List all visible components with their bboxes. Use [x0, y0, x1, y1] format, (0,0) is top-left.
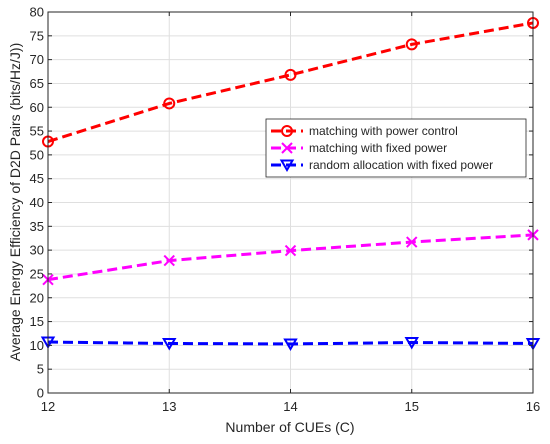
y-tick-label: 5: [37, 362, 44, 377]
data-point: [406, 236, 418, 248]
y-tick-label: 45: [30, 171, 44, 186]
series-layer: [40, 16, 541, 351]
legend-box: [265, 118, 527, 178]
y-axis-label: Average Energy Efficiency of D2D Pairs (…: [7, 43, 23, 362]
y-tick-label: 35: [30, 219, 44, 234]
y-tick-label: 75: [30, 28, 44, 43]
data-point: [163, 97, 176, 110]
data-point: [163, 254, 175, 267]
data-point: [405, 38, 418, 51]
x-tick-label: 14: [283, 399, 297, 414]
legend-item: matching with power control: [271, 124, 458, 138]
y-tick-label: 0: [37, 386, 44, 401]
series-line: [47, 340, 534, 346]
y-tick-label: 55: [30, 124, 44, 139]
x-marker-stroke: [281, 142, 293, 154]
legend-marker: [279, 159, 295, 172]
x-tick-label: 15: [405, 399, 419, 414]
x-marker-stroke: [284, 244, 297, 257]
y-tick-label: 80: [30, 5, 44, 20]
y-tick-label: 20: [30, 290, 44, 305]
legend-label: random allocation with fixed power: [309, 158, 493, 172]
x-tick-label: 12: [41, 399, 55, 414]
x-marker-stroke: [163, 254, 175, 267]
y-tick-label: 65: [30, 76, 44, 91]
data-point: [284, 244, 297, 257]
legend-item: matching with fixed power: [271, 141, 447, 155]
legend-marker: [281, 142, 293, 154]
legend-marker: [281, 125, 293, 137]
y-tick-label: 70: [30, 52, 44, 67]
x-marker-stroke: [406, 236, 418, 248]
legend: matching with power control matching with…: [265, 118, 527, 178]
y-tick-label: 30: [30, 243, 44, 258]
x-tick-label: 13: [162, 399, 176, 414]
y-tick-label: 15: [30, 314, 44, 329]
legend-item: random allocation with fixed power: [271, 158, 493, 172]
y-tick-label: 60: [30, 100, 44, 115]
axis-ticks: 0 5 10 15 20 25 30 35 40 45 50 55 60 65 70 75 80 12 13 14 15…: [30, 5, 541, 415]
x-axis-label: Number of CUEs (C): [225, 419, 354, 435]
data-point: [284, 68, 297, 81]
series-3: [40, 336, 541, 351]
y-tick-label: 10: [30, 338, 44, 353]
x-tick-label: 16: [526, 399, 540, 414]
legend-label: matching with power control: [309, 124, 458, 138]
y-tick-label: 50: [30, 147, 44, 162]
legend-items: matching with power control matching with…: [271, 124, 493, 172]
data-point: [283, 338, 298, 351]
y-tick-label: 25: [30, 266, 44, 281]
data-point: [404, 337, 419, 350]
data-point: [162, 337, 177, 351]
series-line: [47, 21, 534, 143]
legend-label: matching with fixed power: [309, 141, 447, 155]
y-tick-label: 40: [30, 195, 44, 210]
